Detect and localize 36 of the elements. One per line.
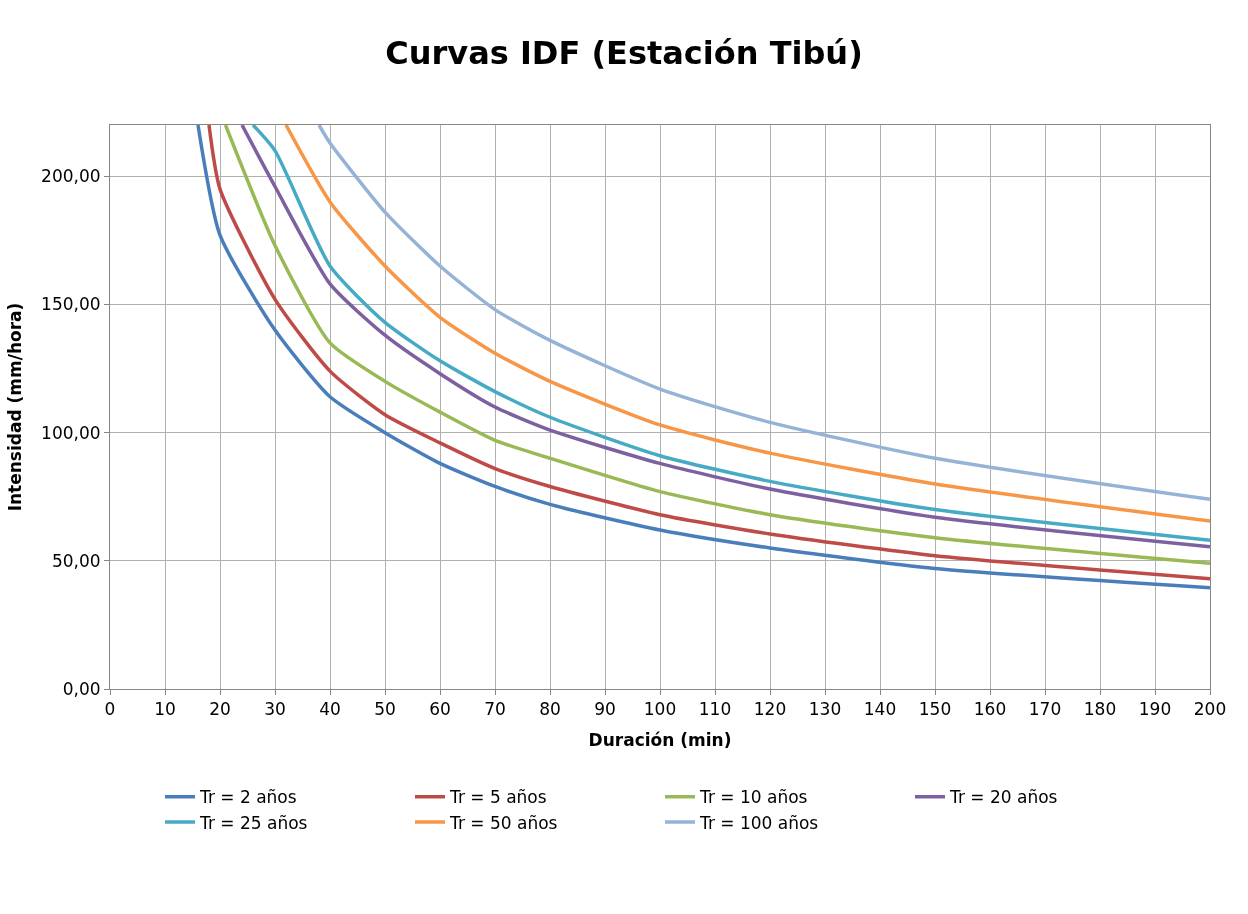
legend-label: Tr = 20 años [949, 787, 1058, 808]
x-tick-label: 120 [753, 699, 787, 720]
x-tick-label: 20 [209, 699, 231, 720]
legend-label: Tr = 10 años [699, 787, 808, 808]
y-tick-label: 0,00 [62, 678, 101, 699]
x-tick-label: 150 [918, 699, 952, 720]
x-tick-label: 110 [698, 699, 732, 720]
x-tick-label: 90 [594, 699, 616, 720]
x-tick-label: 70 [484, 699, 506, 720]
x-tick-label: 140 [863, 699, 897, 720]
x-tick-label: 160 [973, 699, 1007, 720]
x-tick-label: 190 [1138, 699, 1172, 720]
legend-label: Tr = 2 años [199, 787, 297, 808]
x-axis-title: Duración (min) [588, 729, 732, 750]
x-tick-label: 60 [429, 699, 451, 720]
y-axis-title: Intensidad (mm/hora) [4, 302, 25, 512]
x-tick-label: 130 [808, 699, 842, 720]
legend-label: Tr = 25 años [199, 812, 308, 833]
x-tick-label: 80 [539, 699, 561, 720]
x-tick-label: 170 [1028, 699, 1062, 720]
legend-label: Tr = 5 años [449, 787, 547, 808]
y-tick-label: 200,00 [41, 166, 101, 187]
y-tick-label: 50,00 [51, 550, 101, 571]
y-tick-label: 100,00 [41, 422, 101, 443]
x-tick-label: 100 [643, 699, 677, 720]
x-tick-label: 0 [104, 699, 116, 720]
x-tick-label: 40 [319, 699, 341, 720]
legend-label: Tr = 100 años [699, 812, 819, 833]
y-tick-label: 150,00 [41, 294, 101, 315]
x-tick-label: 30 [264, 699, 286, 720]
x-tick-label: 200 [1193, 699, 1227, 720]
chart-title: Curvas IDF (Estación Tibú) [385, 33, 863, 72]
x-tick-label: 10 [154, 699, 176, 720]
x-tick-label: 180 [1083, 699, 1117, 720]
legend-label: Tr = 50 años [449, 812, 558, 833]
x-tick-label: 50 [374, 699, 396, 720]
